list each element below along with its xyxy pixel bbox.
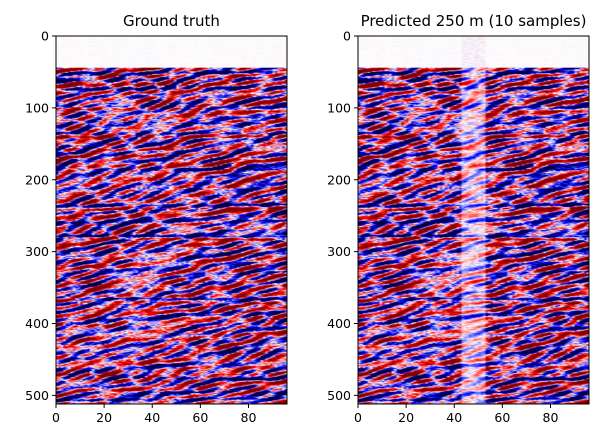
y-tick-label: 200 xyxy=(25,172,49,187)
x-tick-label: 40 xyxy=(144,410,160,425)
panel-title: Ground truth xyxy=(123,12,220,30)
x-tick-label: 60 xyxy=(494,410,510,425)
x-axis: 0 20 40 60 80 xyxy=(354,404,558,425)
x-tick-label: 40 xyxy=(446,410,462,425)
x-tick-label: 20 xyxy=(96,410,112,425)
y-tick-label: 100 xyxy=(327,100,351,115)
seismic-image xyxy=(56,36,287,404)
y-tick-label: 0 xyxy=(41,29,49,44)
x-tick-label: 0 xyxy=(52,410,60,425)
y-axis: 0 100 200 300 400 500 xyxy=(25,29,56,403)
x-tick-label: 20 xyxy=(398,410,414,425)
y-tick-label: 0 xyxy=(343,29,351,44)
panel-ground-truth: Ground truth 0 20 40 60 80 0 100 200 300 400 500 xyxy=(25,12,288,425)
panel-title: Predicted 250 m (10 samples) xyxy=(361,12,587,30)
x-tick-label: 80 xyxy=(241,410,257,425)
y-tick-label: 200 xyxy=(327,172,351,187)
y-tick-label: 400 xyxy=(327,316,351,331)
y-tick-label: 100 xyxy=(25,100,49,115)
axes-frame xyxy=(357,35,590,405)
y-tick-label: 500 xyxy=(327,388,351,403)
y-tick-label: 400 xyxy=(25,316,49,331)
y-tick-label: 500 xyxy=(25,388,49,403)
y-axis: 0 100 200 300 400 500 xyxy=(327,29,358,403)
x-tick-label: 80 xyxy=(543,410,559,425)
x-axis: 0 20 40 60 80 xyxy=(52,404,256,425)
x-tick-label: 60 xyxy=(192,410,208,425)
x-tick-label: 0 xyxy=(354,410,362,425)
axes-frame xyxy=(55,35,288,405)
panel-predicted: Predicted 250 m (10 samples) 0 20 40 60 80 0… xyxy=(327,12,590,425)
y-tick-label: 300 xyxy=(327,244,351,259)
y-tick-label: 300 xyxy=(25,244,49,259)
seismic-image xyxy=(358,36,589,404)
